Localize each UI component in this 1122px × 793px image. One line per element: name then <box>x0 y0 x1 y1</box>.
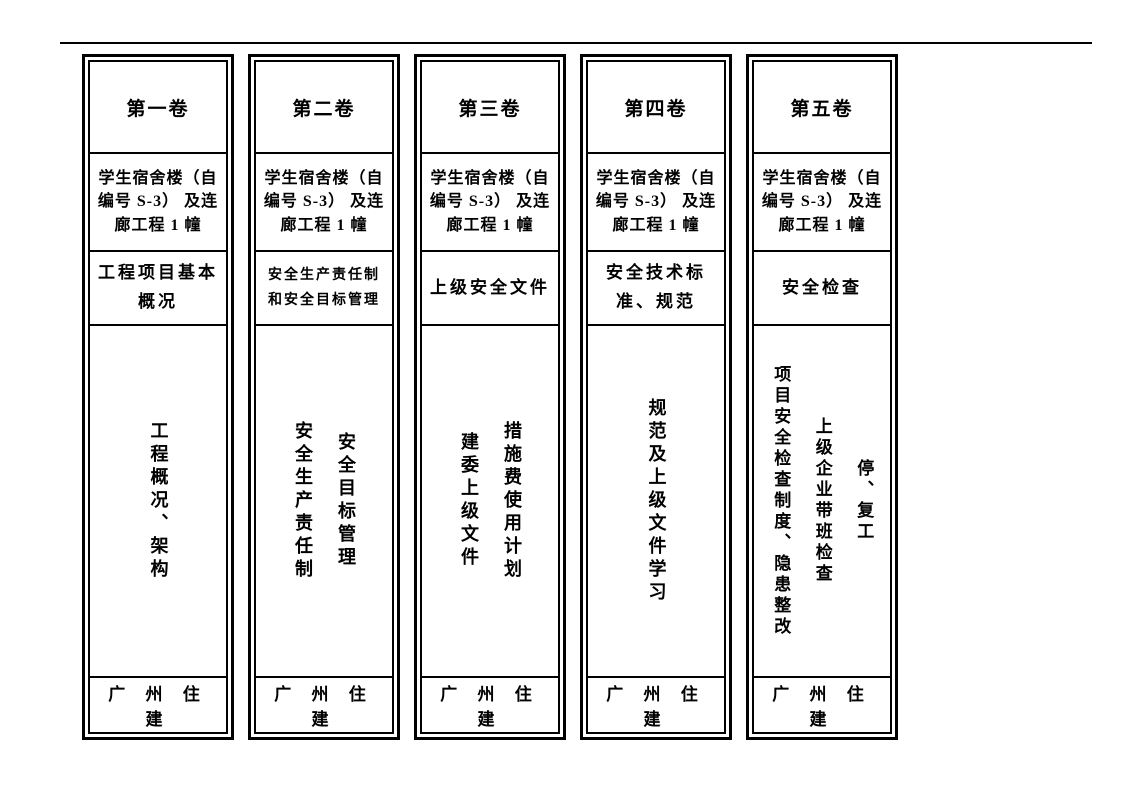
category-name: 安全生产责任制和安全目标管理 <box>256 252 392 326</box>
book-spine: 第五卷 学生宿舍楼（自编号 S-3） 及连廊工程 1 幢 安全检查 项目安全检查… <box>746 54 898 740</box>
spine-inner: 第五卷 学生宿舍楼（自编号 S-3） 及连廊工程 1 幢 安全检查 项目安全检查… <box>752 60 892 734</box>
category-name: 上级安全文件 <box>422 252 558 326</box>
volume-title: 第五卷 <box>754 62 890 154</box>
publisher: 广 州 住 建 <box>754 678 890 732</box>
contents-list: 工程概况、架构 <box>90 326 226 678</box>
content-item: 安全生产责任制 <box>289 421 316 582</box>
project-name: 学生宿舍楼（自编号 S-3） 及连廊工程 1 幢 <box>256 154 392 252</box>
volume-title: 第三卷 <box>422 62 558 154</box>
publisher: 广 州 住 建 <box>588 678 724 732</box>
content-item: 措施费使用计划 <box>498 421 525 582</box>
book-spine: 第三卷 学生宿舍楼（自编号 S-3） 及连廊工程 1 幢 上级安全文件 建委上级… <box>414 54 566 740</box>
publisher: 广 州 住 建 <box>256 678 392 732</box>
contents-list: 安全生产责任制 安全目标管理 <box>256 326 392 678</box>
book-spine: 第二卷 学生宿舍楼（自编号 S-3） 及连廊工程 1 幢 安全生产责任制和安全目… <box>248 54 400 740</box>
spine-inner: 第三卷 学生宿舍楼（自编号 S-3） 及连廊工程 1 幢 上级安全文件 建委上级… <box>420 60 560 734</box>
spines-container: 第一卷 学生宿舍楼（自编号 S-3） 及连廊工程 1 幢 工程项目基本概况 工程… <box>82 54 898 740</box>
volume-title: 第二卷 <box>256 62 392 154</box>
project-name: 学生宿舍楼（自编号 S-3） 及连廊工程 1 幢 <box>754 154 890 252</box>
publisher: 广 州 住 建 <box>422 678 558 732</box>
volume-title: 第一卷 <box>90 62 226 154</box>
book-spine: 第四卷 学生宿舍楼（自编号 S-3） 及连廊工程 1 幢 安全技术标准、规范 规… <box>580 54 732 740</box>
spine-inner: 第一卷 学生宿舍楼（自编号 S-3） 及连廊工程 1 幢 工程项目基本概况 工程… <box>88 60 228 734</box>
book-spine: 第一卷 学生宿舍楼（自编号 S-3） 及连廊工程 1 幢 工程项目基本概况 工程… <box>82 54 234 740</box>
contents-list: 项目安全检查制度、隐患整改 上级企业带班检查 停、复工 <box>754 326 890 678</box>
content-item: 规范及上级文件学习 <box>643 398 670 605</box>
project-name: 学生宿舍楼（自编号 S-3） 及连廊工程 1 幢 <box>90 154 226 252</box>
content-item: 工程概况、架构 <box>145 421 172 582</box>
volume-title: 第四卷 <box>588 62 724 154</box>
content-item: 停、复工 <box>851 459 877 543</box>
content-item: 项目安全检查制度、隐患整改 <box>768 365 794 638</box>
spine-inner: 第四卷 学生宿舍楼（自编号 S-3） 及连廊工程 1 幢 安全技术标准、规范 规… <box>586 60 726 734</box>
category-name: 安全检查 <box>754 252 890 326</box>
project-name: 学生宿舍楼（自编号 S-3） 及连廊工程 1 幢 <box>422 154 558 252</box>
publisher: 广 州 住 建 <box>90 678 226 732</box>
contents-list: 建委上级文件 措施费使用计划 <box>422 326 558 678</box>
page-top-rule <box>60 42 1092 44</box>
spine-inner: 第二卷 学生宿舍楼（自编号 S-3） 及连廊工程 1 幢 安全生产责任制和安全目… <box>254 60 394 734</box>
content-item: 上级企业带班检查 <box>809 417 835 585</box>
content-item: 安全目标管理 <box>332 432 359 570</box>
contents-list: 规范及上级文件学习 <box>588 326 724 678</box>
category-name: 安全技术标准、规范 <box>588 252 724 326</box>
category-name: 工程项目基本概况 <box>90 252 226 326</box>
project-name: 学生宿舍楼（自编号 S-3） 及连廊工程 1 幢 <box>588 154 724 252</box>
content-item: 建委上级文件 <box>455 432 482 570</box>
